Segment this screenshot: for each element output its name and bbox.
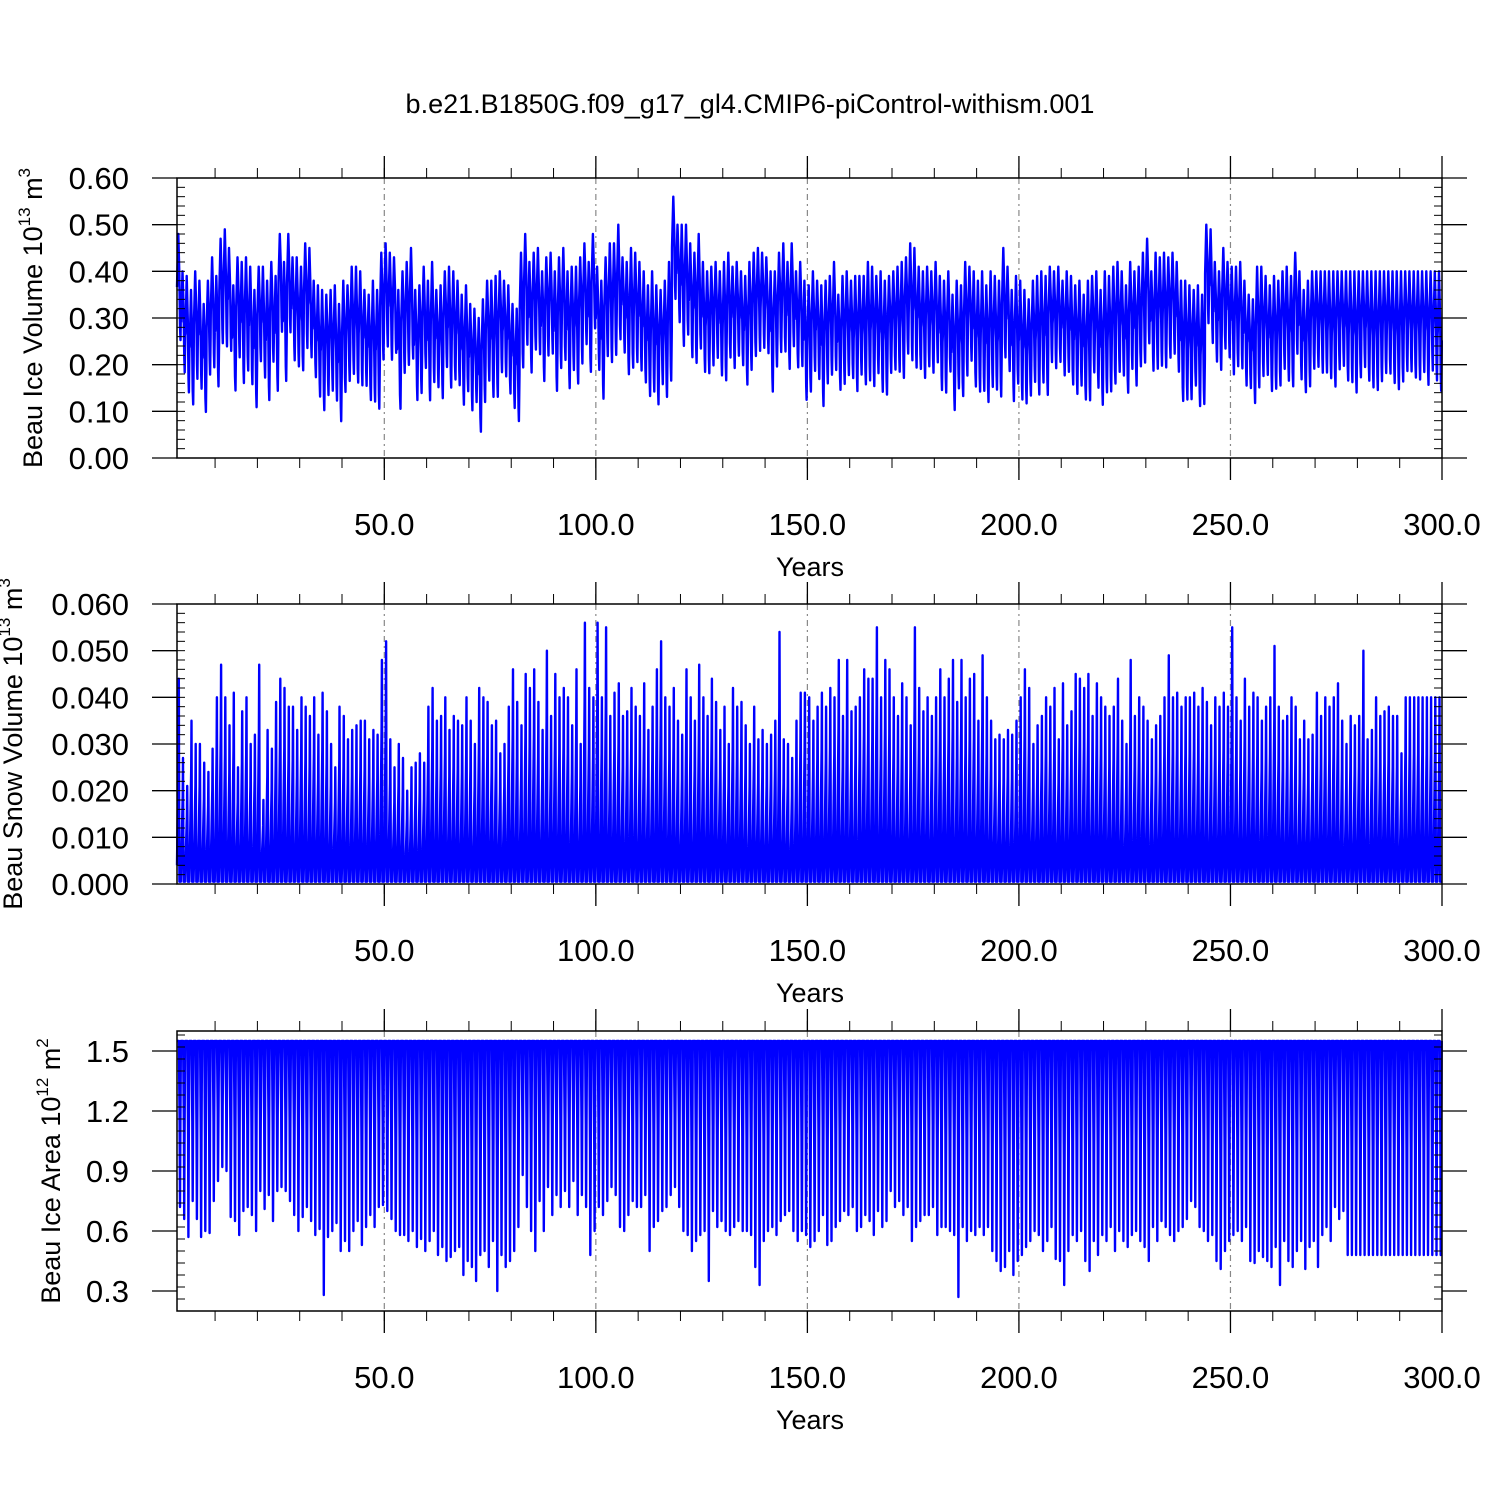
y-axis-title-text: Beau Snow Volume 10 xyxy=(0,637,28,910)
x-tick-label: 200.0 xyxy=(980,933,1058,968)
main-title: b.e21.B1850G.f09_g17_gl4.CMIP6-piControl… xyxy=(406,89,1095,119)
y-tick-label: 0.10 xyxy=(69,394,129,429)
x-tick-label: 300.0 xyxy=(1403,1360,1481,1395)
x-axis-title: Years xyxy=(776,1405,844,1435)
x-tick-label: 300.0 xyxy=(1403,507,1481,542)
y-axis-title: Beau Snow Volume 1013 m3 xyxy=(0,578,28,910)
panel-1: 0.00 0.10 0.20 0.30 0.40 0.50 0.60 50.0 100.0 150… xyxy=(15,156,1481,582)
y-tick-label: 0.60 xyxy=(69,161,129,196)
x-tick-label: 200.0 xyxy=(980,507,1058,542)
series-line xyxy=(175,195,1443,433)
x-tick-label: 100.0 xyxy=(557,933,635,968)
y-tick-label: 1.5 xyxy=(86,1034,129,1069)
y-axis-title-unit-exponent: 3 xyxy=(15,168,34,177)
y-tick-label: 0.6 xyxy=(86,1214,129,1249)
y-axis-title-exponent: 13 xyxy=(15,207,34,226)
panel-3: 0.3 0.6 0.9 1.2 1.5 50.0 100.0 150.0 200.0 250.0 3… xyxy=(33,1009,1481,1435)
y-axis-title-text: Beau Ice Volume 10 xyxy=(18,226,48,468)
y-tick-label: 0.30 xyxy=(69,301,129,336)
x-tick-label: 100.0 xyxy=(557,1360,635,1395)
x-tick-label: 50.0 xyxy=(354,1360,414,1395)
y-axis-title-unit-exponent: 2 xyxy=(33,1038,52,1047)
y-tick-label: 0.060 xyxy=(51,587,129,622)
series-line xyxy=(175,621,1442,883)
x-axis-title: Years xyxy=(776,552,844,582)
y-tick-label: 0.3 xyxy=(86,1274,129,1309)
y-tick-label: 0.00 xyxy=(69,441,129,476)
series-line xyxy=(177,1039,1443,1299)
y-tick-label: 0.020 xyxy=(51,774,129,809)
y-tick-label: 0.9 xyxy=(86,1154,129,1189)
y-axis-title-text: Beau Ice Area 10 xyxy=(36,1097,66,1304)
x-tick-label: 250.0 xyxy=(1192,1360,1270,1395)
panel-2: 0.000 0.010 0.020 0.030 0.040 0.050 0.060 50.0 1… xyxy=(0,578,1481,1008)
y-axis-title: Beau Ice Area 1012 m2 xyxy=(33,1038,66,1304)
y-tick-label: 0.50 xyxy=(69,208,129,243)
x-tick-label: 250.0 xyxy=(1192,933,1270,968)
x-tick-label: 50.0 xyxy=(354,933,414,968)
y-axis-title-exponent: 13 xyxy=(0,618,14,637)
y-tick-label: 0.20 xyxy=(69,348,129,383)
x-tick-label: 150.0 xyxy=(769,507,847,542)
y-tick-label: 0.030 xyxy=(51,727,129,762)
x-tick-label: 200.0 xyxy=(980,1360,1058,1395)
y-axis-title-unit: m xyxy=(36,1048,66,1078)
x-tick-label: 50.0 xyxy=(354,507,414,542)
y-tick-label: 0.050 xyxy=(51,634,129,669)
x-tick-label: 250.0 xyxy=(1192,507,1270,542)
y-tick-label: 0.000 xyxy=(51,867,129,902)
y-axis-title-unit: m xyxy=(18,177,48,207)
x-tick-label: 100.0 xyxy=(557,507,635,542)
y-axis-title-unit: m xyxy=(0,588,28,618)
y-tick-label: 0.40 xyxy=(69,254,129,289)
x-tick-label: 300.0 xyxy=(1403,933,1481,968)
y-tick-label: 0.010 xyxy=(51,820,129,855)
y-tick-label: 0.040 xyxy=(51,680,129,715)
x-tick-label: 150.0 xyxy=(769,1360,847,1395)
y-tick-label: 1.2 xyxy=(86,1094,129,1129)
y-axis-title-unit-exponent: 3 xyxy=(0,578,14,587)
x-tick-label: 150.0 xyxy=(769,933,847,968)
x-axis-title: Years xyxy=(776,978,844,1008)
y-axis-title: Beau Ice Volume 1013 m3 xyxy=(15,168,48,468)
y-axis-title-exponent: 12 xyxy=(33,1078,52,1097)
